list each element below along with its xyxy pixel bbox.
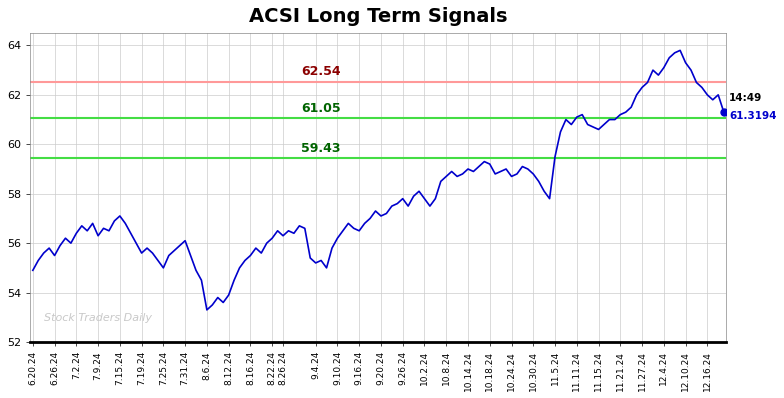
Text: 62.54: 62.54: [301, 65, 341, 78]
Text: 59.43: 59.43: [301, 142, 341, 155]
Text: 14:49: 14:49: [729, 93, 763, 103]
Text: Stock Traders Daily: Stock Traders Daily: [44, 314, 152, 324]
Text: 61.3194: 61.3194: [729, 111, 777, 121]
Text: 61.05: 61.05: [301, 102, 341, 115]
Title: ACSI Long Term Signals: ACSI Long Term Signals: [249, 7, 507, 26]
